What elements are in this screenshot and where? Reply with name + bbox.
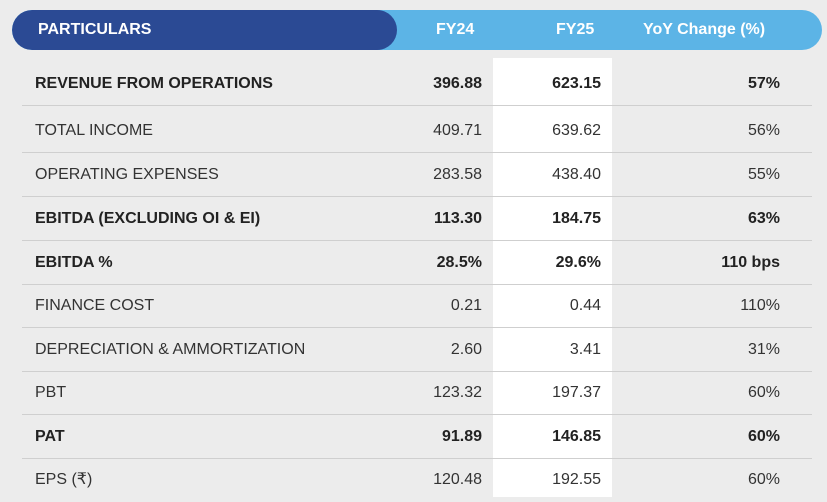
table-row: OPERATING EXPENSES 283.58 438.40 55% — [22, 153, 812, 197]
table-header: PARTICULARS FY24 FY25 YoY Change (%) — [12, 10, 822, 50]
fy24-value: 396.88 — [433, 75, 482, 92]
yoy-change-value: 63% — [747, 210, 780, 227]
row-divider — [22, 284, 812, 285]
yoy-change-value: 60% — [747, 384, 780, 401]
table-row: PAT 91.89 146.85 60% — [22, 415, 812, 459]
row-divider — [22, 414, 812, 415]
table-row: EBITDA (EXCLUDING OI & EI) 113.30 184.75 63… — [22, 197, 812, 241]
table-row: REVENUE FROM OPERATIONS 396.88 623.15 57% — [22, 62, 812, 106]
fy25-value: 623.15 — [552, 75, 601, 92]
fy24-value: 120.48 — [433, 471, 482, 488]
fy25-value: 146.85 — [552, 428, 601, 445]
fy24-value: 91.89 — [441, 428, 482, 445]
row-label: PBT — [35, 384, 67, 401]
fy24-value: 283.58 — [433, 166, 482, 183]
fy25-value: 438.40 — [552, 166, 601, 183]
fy25-value: 184.75 — [552, 210, 601, 227]
row-label: PAT — [35, 428, 65, 445]
fy25-value: 197.37 — [552, 384, 601, 401]
yoy-change-value: 110% — [740, 297, 780, 314]
fy24-value: 113.30 — [433, 210, 482, 227]
row-label: EBITDA (EXCLUDING OI & EI) — [35, 210, 261, 227]
header-fy24: FY24 — [436, 21, 475, 38]
row-divider — [22, 458, 812, 459]
fy25-value: 29.6% — [555, 254, 601, 271]
table-row: EPS (₹) 120.48 192.55 60% — [22, 458, 812, 502]
row-divider — [22, 371, 812, 372]
fy24-value: 123.32 — [433, 384, 482, 401]
row-divider — [22, 152, 812, 153]
fy24-value: 409.71 — [433, 122, 482, 139]
yoy-change-value: 56% — [747, 122, 780, 139]
table-row: PBT 123.32 197.37 60% — [22, 371, 812, 415]
fy25-value: 192.55 — [552, 471, 601, 488]
fy25-value: 639.62 — [552, 122, 601, 139]
row-label: FINANCE COST — [35, 297, 155, 314]
row-label: OPERATING EXPENSES — [35, 166, 219, 183]
fy24-value: 0.21 — [450, 297, 482, 314]
yoy-change-value: 60% — [747, 471, 780, 488]
fy24-value: 2.60 — [450, 341, 482, 358]
header-fy25: FY25 — [556, 21, 595, 38]
yoy-change-value: 110 bps — [721, 254, 780, 271]
row-label: TOTAL INCOME — [35, 122, 153, 139]
table-row: TOTAL INCOME 409.71 639.62 56% — [22, 109, 812, 153]
fy25-value: 0.44 — [569, 297, 601, 314]
row-label: EBITDA % — [35, 254, 113, 271]
row-divider — [22, 196, 812, 197]
yoy-change-value: 31% — [747, 341, 780, 358]
yoy-change-value: 57% — [747, 75, 780, 92]
row-divider — [22, 327, 812, 328]
header-particulars: PARTICULARS — [38, 21, 152, 38]
yoy-change-value: 60% — [747, 428, 780, 445]
row-label: REVENUE FROM OPERATIONS — [35, 75, 273, 92]
table-row: FINANCE COST 0.21 0.44 110% — [22, 284, 812, 328]
header-yoy-change: YoY Change (%) — [643, 21, 766, 38]
row-label: DEPRECIATION & AMMORTIZATION — [35, 341, 306, 358]
fy25-highlight-column — [493, 58, 612, 497]
table-header-left-band — [12, 10, 397, 50]
table-row: EBITDA % 28.5% 29.6% 110 bps — [22, 241, 812, 285]
fy25-value: 3.41 — [569, 341, 601, 358]
row-divider — [22, 240, 812, 241]
fy24-value: 28.5% — [436, 254, 482, 271]
row-divider — [22, 105, 812, 106]
yoy-change-value: 55% — [747, 166, 780, 183]
row-label: EPS (₹) — [35, 471, 93, 488]
table-row: DEPRECIATION & AMMORTIZATION 2.60 3.41 31% — [22, 328, 812, 372]
